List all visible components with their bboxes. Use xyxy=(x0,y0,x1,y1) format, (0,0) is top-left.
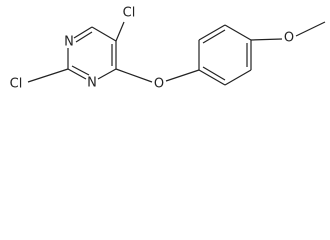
bond xyxy=(27,68,69,83)
bond xyxy=(165,69,200,82)
bond xyxy=(91,26,117,42)
bond xyxy=(198,69,226,86)
bond xyxy=(224,24,252,41)
structure-diagram: Cl N N Cl O O xyxy=(10,6,326,92)
atom-label: Cl xyxy=(123,6,136,21)
bond xyxy=(115,21,125,42)
bond xyxy=(97,68,117,80)
bond xyxy=(75,31,93,43)
page: Cl N N Cl O O (() => { const data = JSON… xyxy=(0,0,330,98)
bond xyxy=(202,66,226,81)
atom-label: O xyxy=(154,77,164,92)
bond xyxy=(73,26,93,39)
bond xyxy=(115,68,153,83)
pyrimidine-ring xyxy=(27,21,153,83)
bond xyxy=(202,29,226,44)
bond xyxy=(250,38,283,41)
bond xyxy=(67,68,87,80)
bond xyxy=(295,21,326,37)
atom-label: Cl xyxy=(10,77,23,92)
atom-label: N xyxy=(64,35,74,50)
phenyl-ring xyxy=(165,21,326,86)
atom-label: O xyxy=(284,31,294,46)
atom-label: N xyxy=(87,76,97,91)
bond xyxy=(224,69,252,86)
bond xyxy=(198,24,226,41)
bond xyxy=(71,65,90,76)
